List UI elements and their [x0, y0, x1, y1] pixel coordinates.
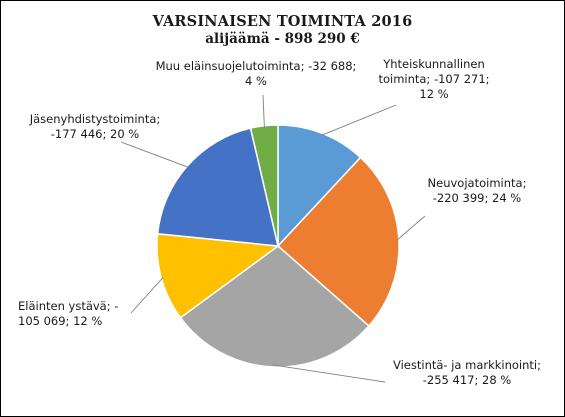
leader-lines [120, 94, 426, 383]
slice-label-yhteiskunnallinen: Yhteiskunnallinen toiminta; -107 271; 12… [369, 57, 499, 102]
leader-line-muu-elainsuojelu [262, 94, 265, 128]
slice-label-viestinta: Viestintä- ja markkinointi; -255 417; 28… [383, 358, 551, 388]
pie-slice-jasenyhdistys [156, 127, 279, 247]
slice-label-line: Jäsenyhdistystoiminta; [29, 112, 161, 126]
pie-slice-neuvojatoiminta [276, 156, 400, 327]
slice-label-line: 4 % [245, 74, 267, 88]
slice-label-jasenyhdistys: Jäsenyhdistystoiminta; -177 446; 20 % [25, 112, 165, 142]
slice-label-line: Viestintä- ja markkinointi; [392, 358, 541, 372]
leader-line-neuvojatoiminta [396, 215, 426, 241]
slice-label-neuvojatoiminta: Neuvojatoiminta; -220 399; 24 % [417, 176, 537, 206]
pie-slices [156, 124, 400, 368]
slice-label-line: Neuvojatoiminta; [427, 176, 527, 190]
slice-label-elainten-ystava: Eläinten ystävä; - 105 069; 12 % [18, 299, 138, 329]
chart-subtitle: alijäämä - 898 290 € [205, 31, 360, 47]
slice-label-muu-elainsuojelu: Muu eläinsuojelutoiminta; -32 688; 4 % [140, 59, 372, 89]
slice-label-line: 105 069; 12 % [18, 314, 103, 328]
pie-slice-viestinta [179, 245, 370, 368]
pie-slice-yhteiskunnallinen [277, 124, 362, 248]
slice-label-line: Yhteiskunnallinen [383, 57, 485, 71]
leader-line-yhteiskunnallinen [321, 104, 397, 136]
slice-label-line: -177 446; 20 % [50, 127, 140, 141]
slice-label-line: -255 417; 28 % [422, 373, 512, 387]
slice-label-line: 12 % [419, 87, 449, 101]
slice-label-line: Eläinten ystävä; - [18, 299, 119, 313]
pie-slice-elainten-ystava [156, 232, 281, 319]
leader-line-viestinta [272, 364, 386, 383]
chart-title: VARSINAISEN TOIMINTA 2016 [152, 13, 413, 30]
leader-line-jasenyhdistys [120, 141, 189, 168]
slice-label-line: Muu eläinsuojelutoiminta; -32 688; [155, 59, 357, 73]
slice-label-line: -220 399; 24 % [432, 191, 522, 205]
leader-line-elainten-ystava [130, 276, 164, 314]
slice-label-line: toiminta; -107 271; [378, 72, 490, 86]
chart-title-block: VARSINAISEN TOIMINTA 2016 alijäämä - 898… [1, 13, 564, 48]
